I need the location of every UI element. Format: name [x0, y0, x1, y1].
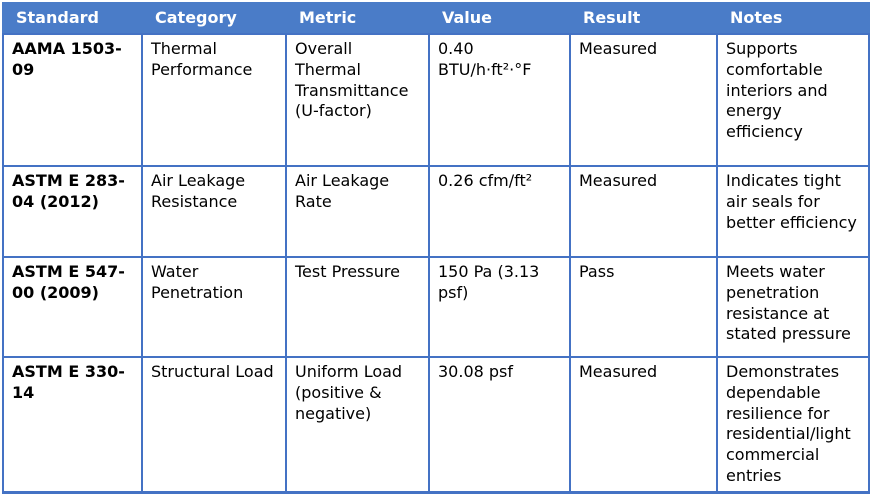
- metric-cell: Overall Thermal Transmittance (U-factor): [285, 33, 430, 167]
- result-cell: Measured: [569, 33, 718, 167]
- header-cell-notes: Notes: [716, 2, 870, 35]
- category-cell: Structural Load: [141, 355, 287, 494]
- metric-cell: Air Leakage Rate: [285, 165, 430, 258]
- header-cell-metric: Metric: [285, 2, 430, 35]
- standard-cell: ASTM E 547-00 (2009): [2, 256, 143, 358]
- notes-cell: Demonstrates dependable resilience for r…: [716, 355, 870, 494]
- standard-cell: ASTM E 330-14: [2, 355, 143, 494]
- notes-cell: Supports comfortable interiors and energ…: [716, 33, 870, 167]
- standard-cell: ASTM E 283-04 (2012): [2, 165, 143, 258]
- notes-cell: Indicates tight air seals for better eff…: [716, 165, 870, 258]
- value-cell: 30.08 psf: [428, 355, 571, 494]
- table-header: Standard Category Metric Value Result Notes: [2, 2, 870, 35]
- table-body: AAMA 1503-09 Thermal Performance Overall T…: [2, 33, 870, 494]
- header-cell-value: Value: [428, 2, 571, 35]
- table-row: AAMA 1503-09 Thermal Performance Overall T…: [2, 33, 870, 167]
- header-row: Standard Category Metric Value Result Notes: [2, 2, 870, 35]
- standard-cell: AAMA 1503-09: [2, 33, 143, 167]
- header-cell-category: Category: [141, 2, 287, 35]
- table-row: ASTM E 330-14 Structural Load Uniform Load…: [2, 355, 870, 494]
- value-cell: 0.40 BTU/h·ft²·°F: [428, 33, 571, 167]
- table-row: ASTM E 547-00 (2009) Water Penetration Tes…: [2, 256, 870, 358]
- result-cell: Measured: [569, 355, 718, 494]
- value-cell: 0.26 cfm/ft²: [428, 165, 571, 258]
- notes-cell: Meets water penetration resistance at st…: [716, 256, 870, 358]
- category-cell: Thermal Performance: [141, 33, 287, 167]
- header-cell-standard: Standard: [2, 2, 143, 35]
- header-cell-result: Result: [569, 2, 718, 35]
- result-cell: Pass: [569, 256, 718, 358]
- category-cell: Air Leakage Resistance: [141, 165, 287, 258]
- metric-cell: Uniform Load (positive & negative): [285, 355, 430, 494]
- table-row: ASTM E 283-04 (2012) Air Leakage Resistan…: [2, 165, 870, 258]
- metric-cell: Test Pressure: [285, 256, 430, 358]
- result-cell: Measured: [569, 165, 718, 258]
- value-cell: 150 Pa (3.13 psf): [428, 256, 571, 358]
- category-cell: Water Penetration: [141, 256, 287, 358]
